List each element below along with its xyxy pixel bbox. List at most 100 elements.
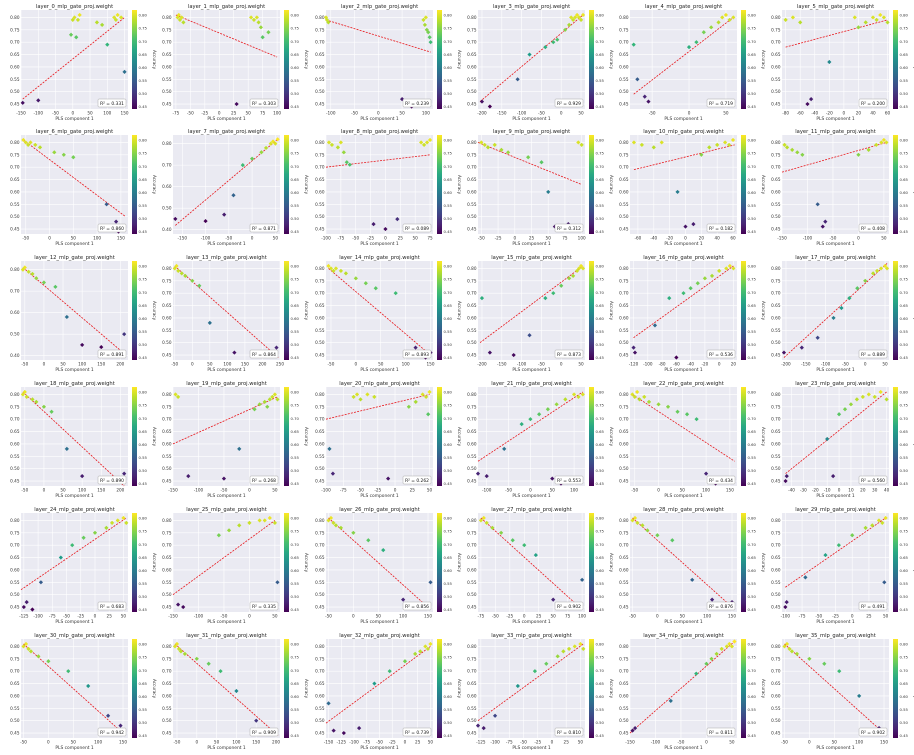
y-tick-label: 0.55	[315, 202, 325, 207]
y-tick-label: 0.45	[315, 479, 325, 484]
colorbar-tick-label: 0.60	[139, 442, 148, 447]
fit-line	[784, 643, 887, 736]
data-point	[109, 520, 115, 525]
x-tick-label: 100	[578, 236, 586, 241]
y-tick-label: 0.50	[162, 89, 172, 94]
x-tick-label: -75	[506, 740, 513, 745]
x-tick-label: 0	[195, 740, 198, 745]
x-tick-label: 50	[578, 362, 584, 367]
colorbar-tick-label: 0.55	[139, 455, 148, 460]
data-point	[537, 412, 542, 417]
colorbar-tick-label: 0.60	[900, 65, 909, 70]
x-tick-label: -120	[629, 362, 639, 367]
x-tick-label: 0	[560, 362, 563, 367]
data-point	[505, 150, 511, 155]
x-axis-label: PLS component 1	[55, 241, 94, 247]
colorbar-tick-label: 0.60	[748, 694, 757, 699]
y-tick-label: 0.50	[619, 340, 629, 345]
data-point	[781, 350, 787, 355]
y-tick-label: 0.70	[10, 40, 20, 45]
y-tick-label: 0.80	[771, 644, 781, 649]
subplot-title: layer_12_mlp_gate_proj.weight	[34, 255, 115, 261]
plot-area	[630, 639, 737, 738]
colorbar-label: Accuracy	[761, 301, 766, 321]
data-point	[724, 266, 729, 271]
data-point	[884, 266, 890, 271]
y-tick-label: 0.45	[162, 731, 172, 736]
r2-annotation-box	[858, 727, 888, 737]
y-tick-label: 0.70	[315, 543, 325, 548]
subplot-title: layer_19_mlp_gate_proj.weight	[186, 381, 267, 387]
colorbar-tick-label: 0.80	[900, 138, 909, 143]
data-point	[694, 671, 699, 676]
colorbar-tick-label: 0.45	[444, 607, 453, 612]
data-point	[651, 145, 656, 150]
colorbar-tick-label: 0.55	[139, 707, 148, 712]
r2-annotation: R² = 0.876	[709, 604, 733, 610]
y-tick-label: 0.55	[619, 580, 629, 585]
y-tick-label: 0.70	[162, 163, 172, 168]
fit-line	[629, 641, 735, 734]
colorbar-tick-label: 0.50	[139, 342, 148, 347]
colorbar	[893, 639, 898, 738]
colorbar-tick-label: 0.75	[596, 26, 605, 31]
data-point	[729, 644, 735, 649]
x-tick-label: -100	[321, 488, 331, 493]
colorbar-tick-label: 0.75	[139, 655, 148, 660]
data-point	[848, 402, 854, 407]
data-point	[694, 40, 699, 45]
data-point	[326, 701, 331, 706]
x-tick-label: 25	[415, 740, 421, 745]
x-tick-label: 50	[578, 740, 584, 745]
y-tick-label: 0.70	[315, 669, 325, 674]
x-tick-label: -50	[505, 488, 512, 493]
colorbar-tick-label: 0.55	[748, 581, 757, 586]
y-tick-label: 0.70	[619, 40, 629, 45]
y-tick-label: 0.40	[162, 227, 172, 232]
colorbar-tick-label: 0.50	[139, 91, 148, 96]
colorbar-label: Accuracy	[457, 427, 462, 447]
data-point	[789, 649, 795, 654]
data-point	[251, 17, 257, 22]
colorbar-tick-label: 0.50	[291, 720, 300, 725]
x-tick-label: 100	[855, 740, 863, 745]
colorbar-tick-label: 0.55	[900, 707, 909, 712]
r2-annotation-box	[402, 475, 432, 485]
data-point	[406, 404, 411, 409]
colorbar	[741, 639, 746, 738]
y-tick-label: 0.55	[467, 706, 477, 711]
data-point	[234, 688, 239, 694]
y-tick-label: 0.60	[162, 64, 172, 69]
x-tick-label: 25	[866, 614, 872, 619]
colorbar-tick-label: 0.45	[291, 481, 300, 486]
colorbar-tick-label: 0.75	[596, 277, 605, 282]
data-point	[358, 397, 363, 402]
x-tick-label: 40	[715, 236, 721, 241]
x-axis-label: PLS component 1	[664, 367, 703, 373]
y-tick-label: 0.80	[467, 140, 477, 145]
colorbar-tick-label: 0.80	[900, 13, 909, 18]
y-tick-label: 0.80	[315, 266, 325, 271]
colorbar-tick-label: 0.60	[748, 568, 757, 573]
data-point	[172, 266, 177, 271]
x-tick-label: 50	[729, 740, 735, 745]
x-tick-label: -50	[351, 111, 358, 116]
r2-annotation-box	[249, 223, 279, 233]
y-tick-label: 0.50	[10, 718, 20, 723]
x-tick-label: 50	[578, 111, 584, 116]
y-tick-label: 0.55	[771, 202, 781, 207]
data-point	[20, 392, 26, 397]
data-point	[727, 263, 732, 269]
colorbar-label: Accuracy	[761, 175, 766, 195]
fit-line	[633, 265, 734, 339]
y-tick-label: 0.55	[467, 328, 477, 333]
subplot: layer_34_mlp_gate_proj.weight-150 -100 -50…	[619, 633, 766, 751]
data-point	[338, 140, 343, 145]
colorbar-tick-label: 0.70	[900, 416, 909, 421]
x-tick-label: 100	[93, 236, 101, 241]
data-point	[805, 101, 810, 107]
colorbar-tick-label: 0.60	[291, 65, 300, 70]
x-tick-label: -150	[168, 488, 178, 493]
colorbar-tick-label: 0.55	[748, 78, 757, 83]
data-point	[26, 142, 31, 147]
